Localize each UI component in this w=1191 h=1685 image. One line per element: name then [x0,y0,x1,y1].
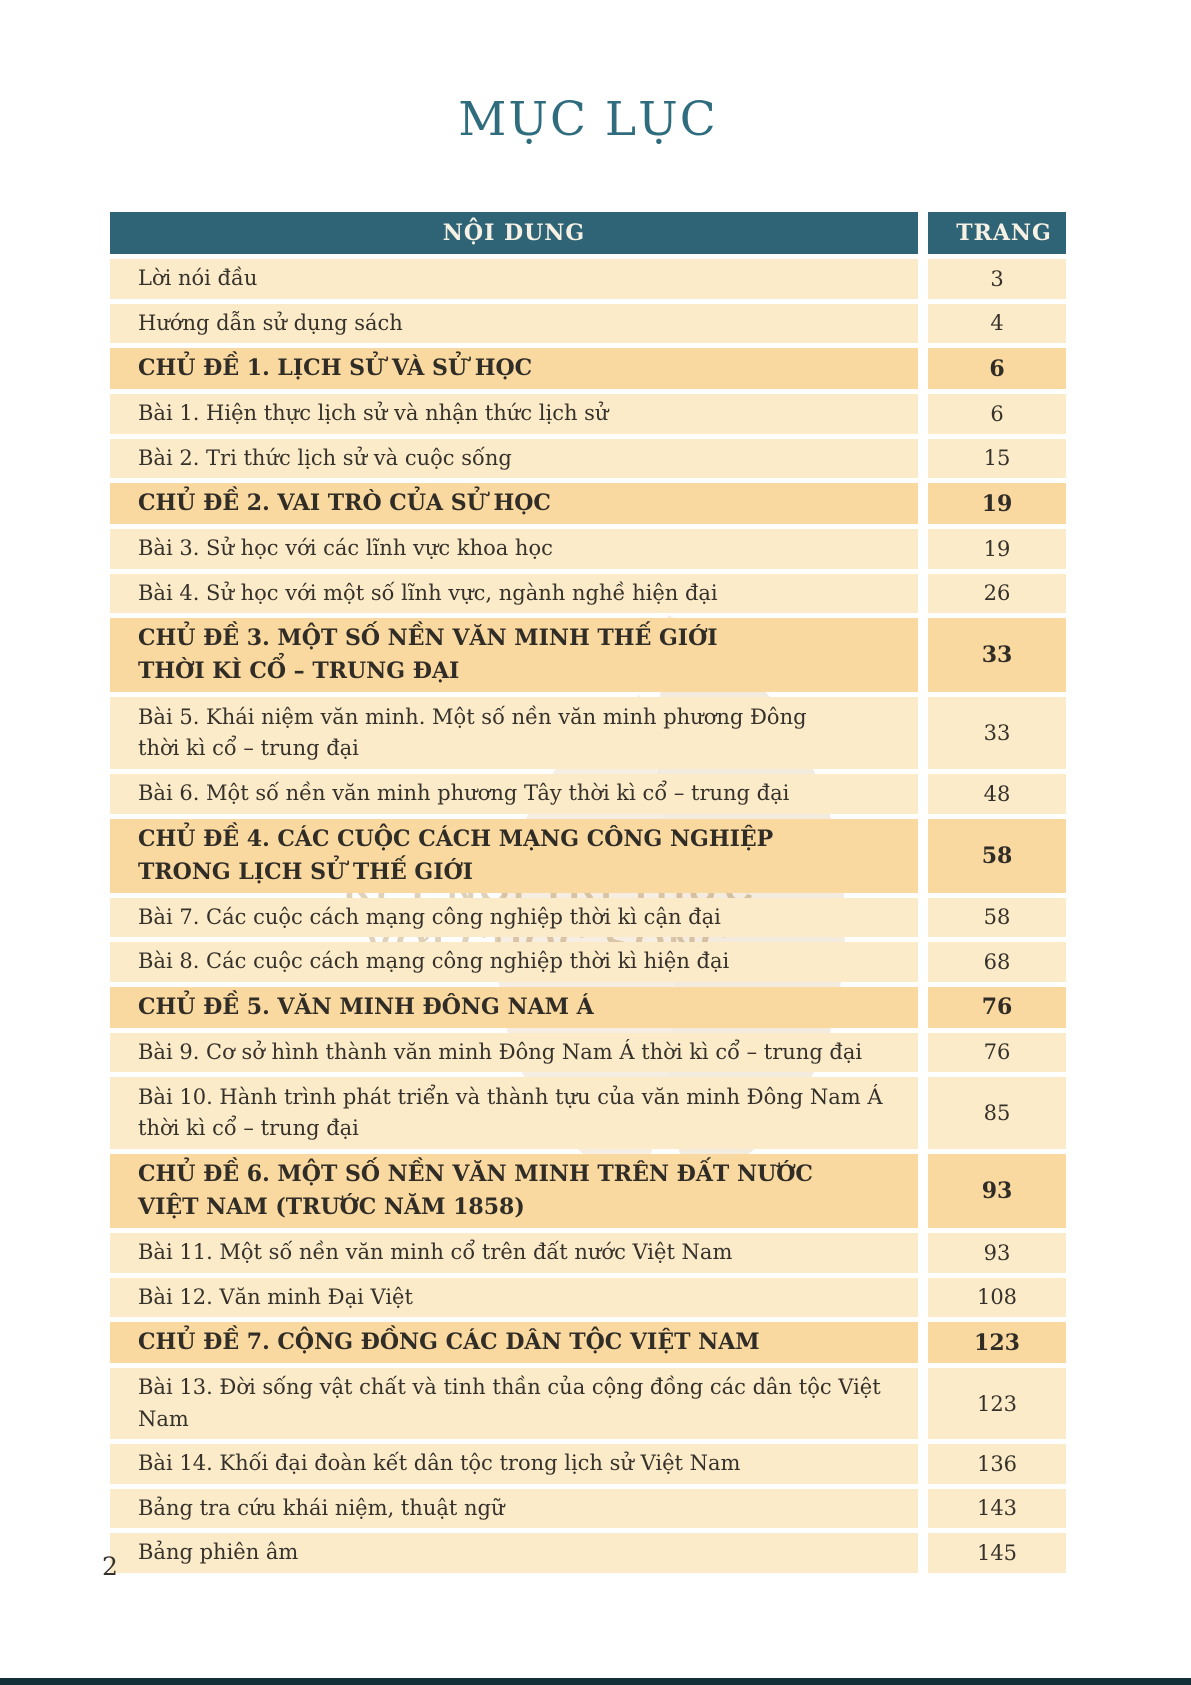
table-row: Bảng tra cứu khái niệm, thuật ngữ 143 [110,1488,1066,1528]
table-of-contents: NỘI DUNG TRANG Lời nói đầu 3 Hướng dẫn s… [110,212,1066,1578]
row-page: 58 [928,818,1066,893]
row-label: Bài 2. Tri thức lịch sử và cuộc sống [110,438,918,478]
row-label: Bảng phiên âm [110,1533,918,1573]
table-row: Bài 14. Khối đại đoàn kết dân tộc trong … [110,1444,1066,1484]
table-row: Bài 1. Hiện thực lịch sử và nhận thức lị… [110,394,1066,434]
table-header-row: NỘI DUNG TRANG [110,212,1066,254]
table-row-topic: CHỦ ĐỀ 5. VĂN MINH ĐÔNG NAM Á 76 [110,986,1066,1028]
table-row-topic: CHỦ ĐỀ 4. CÁC CUỘC CÁCH MẠNG CÔNG NGHIỆP… [110,818,1066,893]
table-row: Hướng dẫn sử dụng sách 4 [110,303,1066,343]
row-label: CHỦ ĐỀ 6. MỘT SỐ NỀN VĂN MINH TRÊN ĐẤT N… [110,1154,918,1228]
row-page: 15 [928,438,1066,478]
row-page: 136 [928,1444,1066,1484]
table-row: Bài 4. Sử học với một số lĩnh vực, ngành… [110,573,1066,613]
row-label: CHỦ ĐỀ 1. LỊCH SỬ VÀ SỬ HỌC [110,348,918,389]
table-row: Bài 9. Cơ sở hình thành văn minh Đông Na… [110,1032,1066,1072]
row-label: Bài 10. Hành trình phát triển và thành t… [110,1077,918,1149]
row-label: Bài 5. Khái niệm văn minh. Một số nền vă… [110,697,918,769]
table-row: Bài 7. Các cuộc cách mạng công nghiệp th… [110,897,1066,937]
row-page: 33 [928,618,1066,692]
row-page: 143 [928,1488,1066,1528]
row-page: 58 [928,897,1066,937]
table-row: Bài 2. Tri thức lịch sử và cuộc sống 15 [110,438,1066,478]
footer-accent-bar [0,1678,1191,1685]
row-label: Bài 11. Một số nền văn minh cổ trên đất … [110,1233,918,1273]
row-label: Bảng tra cứu khái niệm, thuật ngữ [110,1488,918,1528]
table-row-topic: CHỦ ĐỀ 3. MỘT SỐ NỀN VĂN MINH THẾ GIỚI T… [110,618,1066,692]
row-page: 123 [928,1322,1066,1363]
column-header-content: NỘI DUNG [110,212,918,254]
table-row: Bài 3. Sử học với các lĩnh vực khoa học … [110,529,1066,569]
table-row-topic: CHỦ ĐỀ 7. CỘNG ĐỒNG CÁC DÂN TỘC VIỆT NAM… [110,1322,1066,1363]
row-page: 145 [928,1533,1066,1573]
row-page: 6 [928,348,1066,389]
row-label: Bài 1. Hiện thực lịch sử và nhận thức lị… [110,394,918,434]
column-header-page: TRANG [928,212,1066,254]
row-label: Bài 8. Các cuộc cách mạng công nghiệp th… [110,942,918,982]
row-page: 19 [928,529,1066,569]
row-label: CHỦ ĐỀ 3. MỘT SỐ NỀN VĂN MINH THẾ GIỚI T… [110,618,918,692]
table-row: Bài 8. Các cuộc cách mạng công nghiệp th… [110,942,1066,982]
row-page: 123 [928,1368,1066,1439]
row-label: Lời nói đầu [110,259,918,299]
row-label: Bài 9. Cơ sở hình thành văn minh Đông Na… [110,1032,918,1072]
row-label: Bài 3. Sử học với các lĩnh vực khoa học [110,529,918,569]
row-page: 33 [928,697,1066,769]
table-row: Bài 6. Một số nền văn minh phương Tây th… [110,774,1066,814]
folio-page-number: 2 [102,1552,118,1581]
table-row-topic: CHỦ ĐỀ 1. LỊCH SỬ VÀ SỬ HỌC 6 [110,348,1066,389]
row-page: 76 [928,1032,1066,1072]
row-page: 6 [928,394,1066,434]
table-row: Bài 10. Hành trình phát triển và thành t… [110,1077,1066,1149]
table-row: Bài 13. Đời sống vật chất và tinh thần c… [110,1368,1066,1439]
table-row: Bảng phiên âm 145 [110,1533,1066,1573]
row-label: CHỦ ĐỀ 4. CÁC CUỘC CÁCH MẠNG CÔNG NGHIỆP… [110,818,918,893]
row-label: CHỦ ĐỀ 5. VĂN MINH ĐÔNG NAM Á [110,986,918,1028]
row-page: 19 [928,483,1066,524]
page-title: MỤC LỤC [458,92,718,147]
row-label: Bài 13. Đời sống vật chất và tinh thần c… [110,1368,918,1439]
table-row: Bài 12. Văn minh Đại Việt 108 [110,1277,1066,1317]
table-row: Lời nói đầu 3 [110,259,1066,299]
table-row: Bài 5. Khái niệm văn minh. Một số nền vă… [110,697,1066,769]
row-label: Bài 7. Các cuộc cách mạng công nghiệp th… [110,897,918,937]
row-page: 108 [928,1277,1066,1317]
row-label: Hướng dẫn sử dụng sách [110,303,918,343]
row-page: 85 [928,1077,1066,1149]
row-page: 76 [928,986,1066,1028]
row-label: Bài 14. Khối đại đoàn kết dân tộc trong … [110,1444,918,1484]
row-page: 93 [928,1154,1066,1228]
row-label: Bài 4. Sử học với một số lĩnh vực, ngành… [110,573,918,613]
row-label: Bài 12. Văn minh Đại Việt [110,1277,918,1317]
row-page: 26 [928,573,1066,613]
row-label: CHỦ ĐỀ 2. VAI TRÒ CỦA SỬ HỌC [110,483,918,524]
row-page: 68 [928,942,1066,982]
row-label: CHỦ ĐỀ 7. CỘNG ĐỒNG CÁC DÂN TỘC VIỆT NAM [110,1322,918,1363]
table-row-topic: CHỦ ĐỀ 6. MỘT SỐ NỀN VĂN MINH TRÊN ĐẤT N… [110,1154,1066,1228]
row-page: 93 [928,1233,1066,1273]
row-page: 3 [928,259,1066,299]
table-row: Bài 11. Một số nền văn minh cổ trên đất … [110,1233,1066,1273]
table-row-topic: CHỦ ĐỀ 2. VAI TRÒ CỦA SỬ HỌC 19 [110,483,1066,524]
row-page: 48 [928,774,1066,814]
row-label: Bài 6. Một số nền văn minh phương Tây th… [110,774,918,814]
row-page: 4 [928,303,1066,343]
